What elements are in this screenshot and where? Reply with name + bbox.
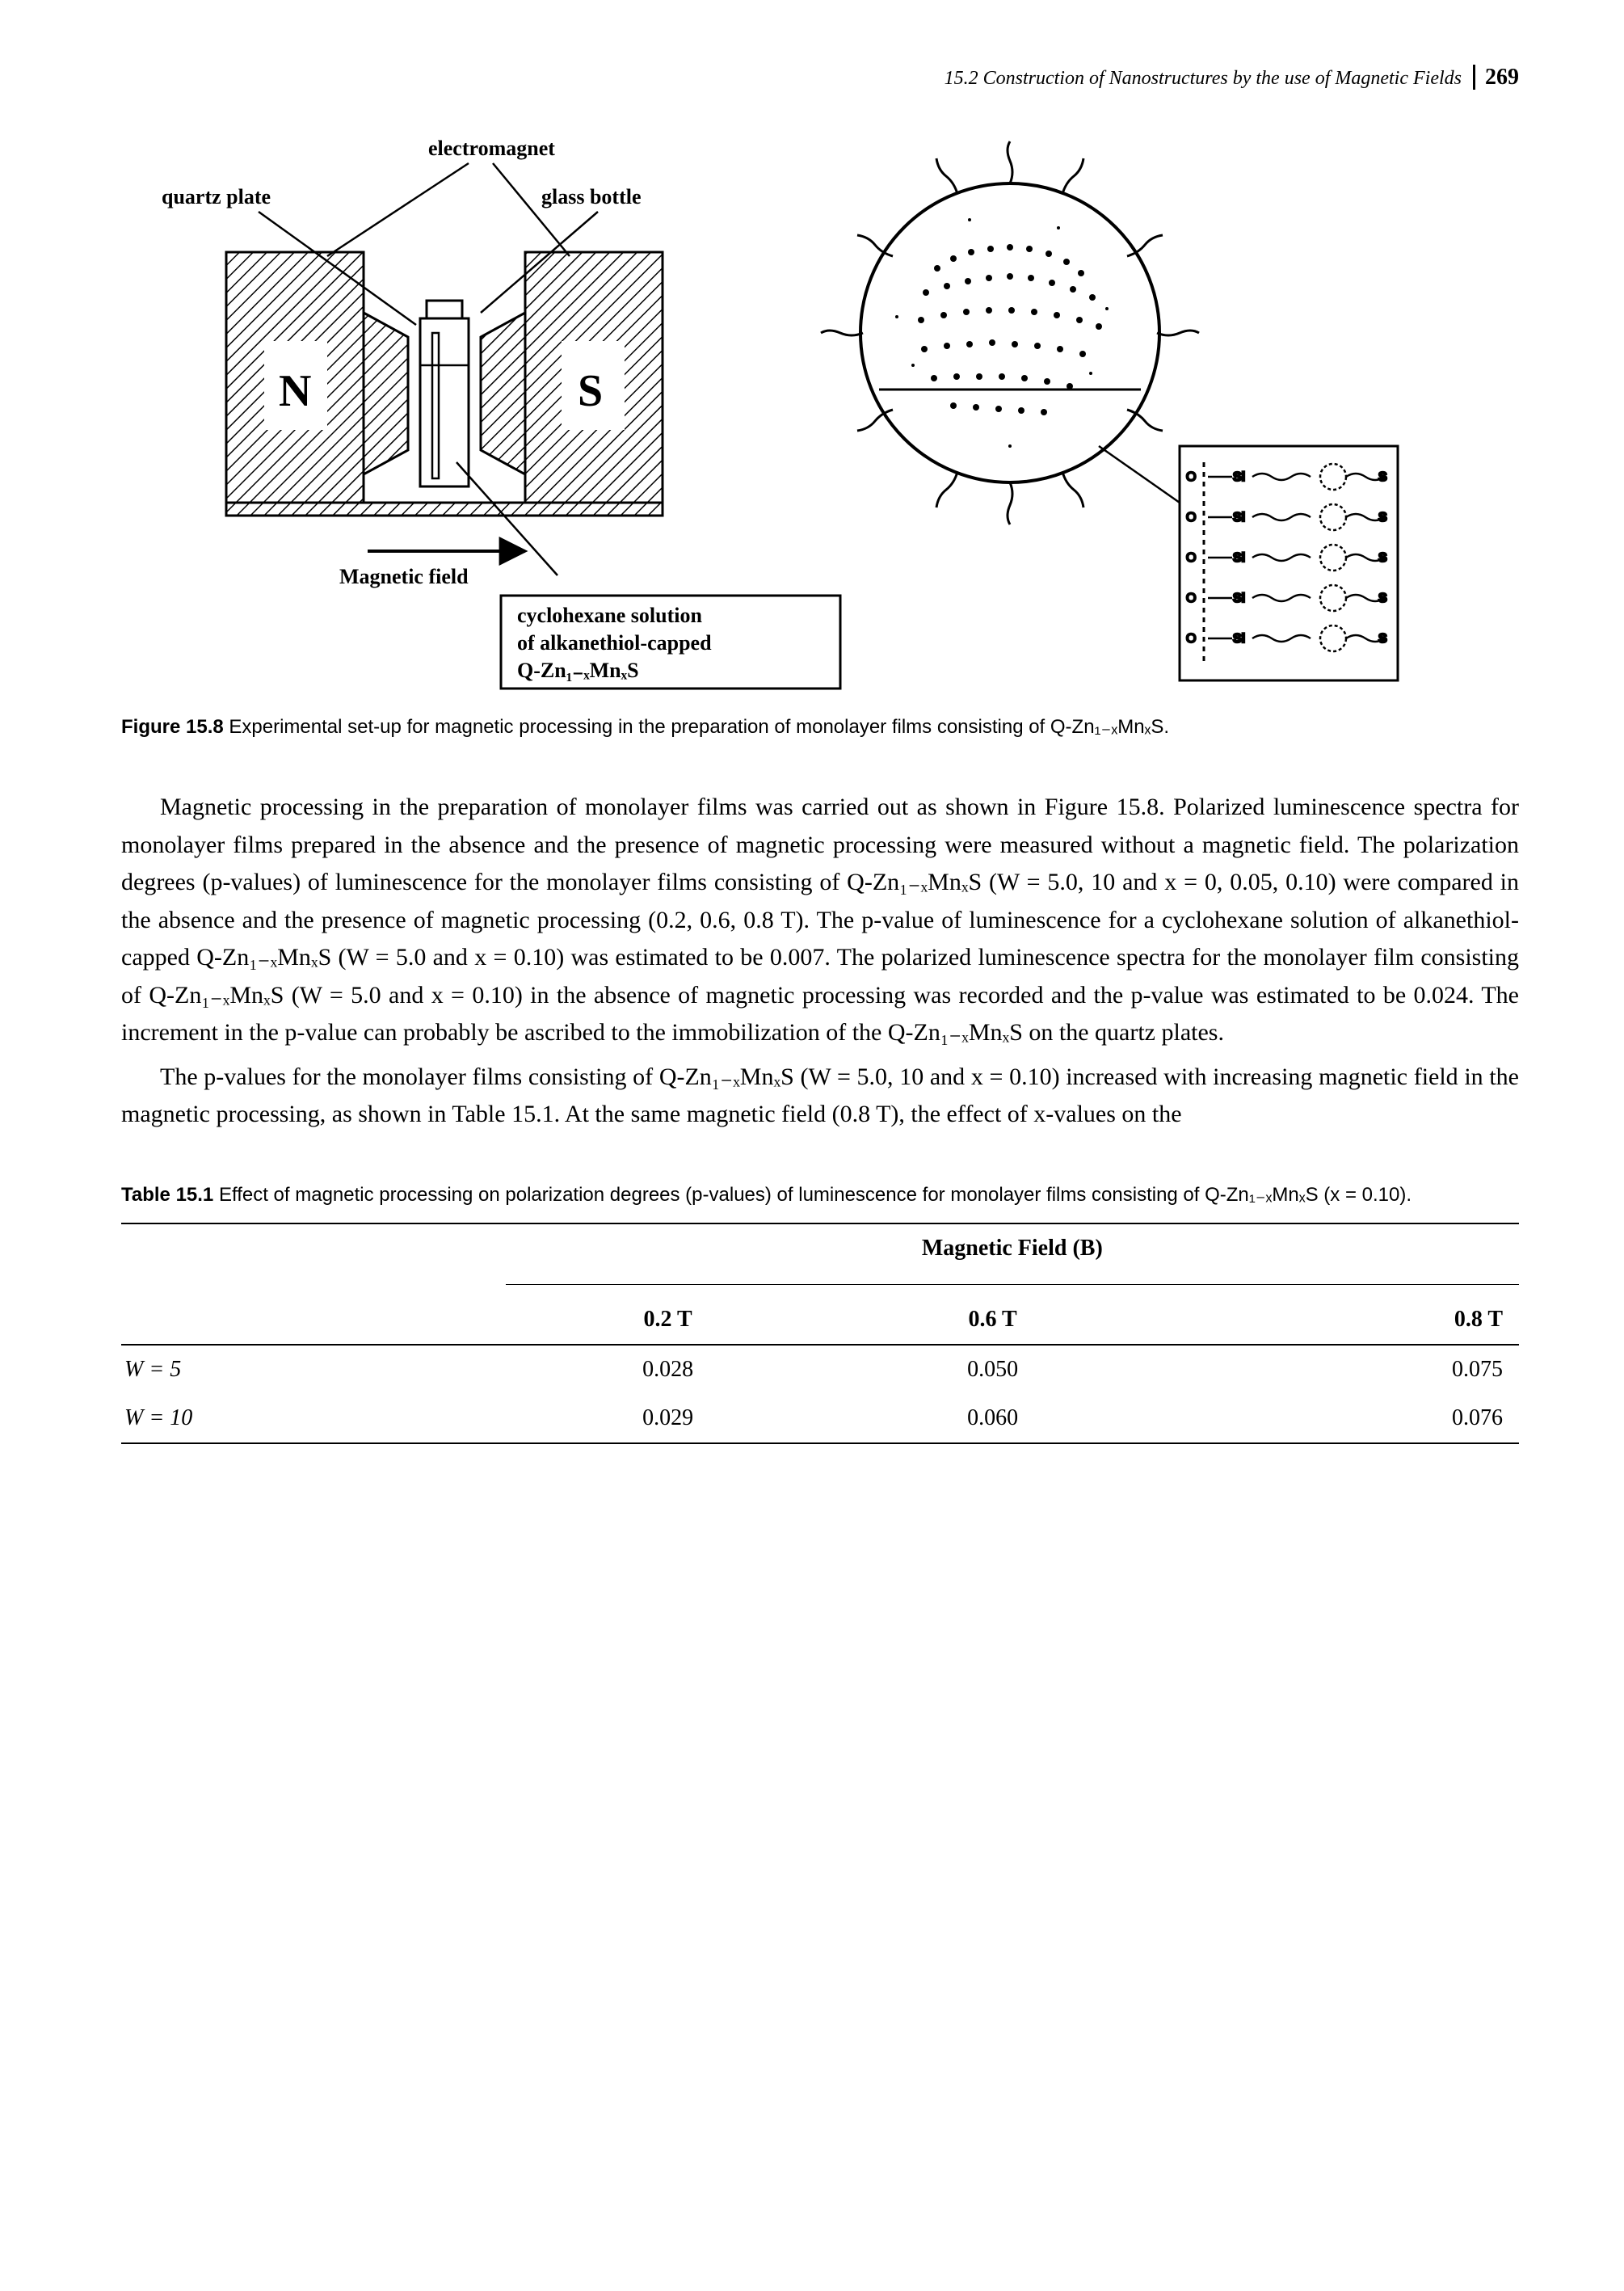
figure-caption-label: Figure 15.8 — [121, 716, 224, 738]
label-pole-n: N — [279, 366, 311, 416]
monolayer-schematic: O Si S O Si S O — [821, 141, 1398, 680]
section-title: 15.2 Construction of Nanostructures by t… — [945, 68, 1462, 89]
svg-text:S: S — [1378, 551, 1387, 565]
svg-text:O: O — [1186, 470, 1196, 484]
solution-line-3: Q-Zn₁₋ₓMnₓS — [517, 659, 639, 682]
table-caption: Table 15.1 Effect of magnetic processing… — [121, 1182, 1519, 1208]
svg-text:S: S — [1378, 592, 1387, 605]
svg-text:S: S — [1378, 470, 1387, 484]
row-1-head: W = 5 — [121, 1345, 506, 1394]
solution-box: cyclohexane solution of alkanethiol-capp… — [501, 596, 840, 689]
row-1-c1: 0.028 — [506, 1345, 831, 1394]
svg-text:S: S — [1378, 511, 1387, 524]
figure-caption-text: Experimental set-up for magnetic process… — [229, 716, 1169, 738]
row-2-c3: 0.076 — [1155, 1394, 1519, 1443]
body-text: Magnetic processing in the preparation o… — [121, 789, 1519, 1134]
paragraph-1: Magnetic processing in the preparation o… — [121, 789, 1519, 1052]
label-electromagnet: electromagnet — [428, 137, 555, 160]
col-header-1: 0.2 T — [506, 1295, 831, 1345]
svg-text:Si: Si — [1233, 592, 1245, 605]
svg-text:Si: Si — [1233, 632, 1245, 646]
label-quartz-plate: quartz plate — [162, 185, 271, 208]
electromagnet-diagram: electromagnet quartz plate glass bottle … — [162, 137, 840, 689]
row-2-c2: 0.060 — [831, 1394, 1155, 1443]
svg-text:O: O — [1186, 592, 1196, 605]
svg-text:O: O — [1186, 632, 1196, 646]
figure-15-8: electromagnet quartz plate glass bottle … — [121, 123, 1519, 740]
running-head: 15.2 Construction of Nanostructures by t… — [121, 65, 1519, 91]
row-2-head: W = 10 — [121, 1394, 506, 1443]
page-number: 269 — [1473, 65, 1519, 90]
quartz-plate-icon — [432, 333, 439, 478]
col-header-3: 0.8 T — [1155, 1295, 1519, 1345]
label-glass-bottle: glass bottle — [541, 185, 642, 208]
glass-bottle-icon — [420, 301, 469, 486]
figure-svg: electromagnet quartz plate glass bottle … — [121, 123, 1414, 705]
svg-text:Si: Si — [1233, 551, 1245, 565]
svg-text:Si: Si — [1233, 511, 1245, 524]
label-pole-s: S — [578, 366, 603, 416]
row-1-c3: 0.075 — [1155, 1345, 1519, 1394]
figure-caption: Figure 15.8 Experimental set-up for magn… — [121, 714, 1519, 740]
table-caption-label: Table 15.1 — [121, 1184, 213, 1206]
table-caption-text: Effect of magnetic processing on polariz… — [219, 1184, 1412, 1206]
paragraph-2: The p-values for the monolayer films con… — [121, 1059, 1519, 1134]
table-15-1: Magnetic Field (B) 0.2 T 0.6 T 0.8 T W =… — [121, 1223, 1519, 1444]
col-header-2: 0.6 T — [831, 1295, 1155, 1345]
svg-text:Si: Si — [1233, 470, 1245, 484]
svg-text:O: O — [1186, 511, 1196, 524]
label-magnetic-field: Magnetic field — [339, 565, 469, 588]
table-group-header: Magnetic Field (B) — [506, 1223, 1519, 1273]
solution-line-2: of alkanethiol-capped — [517, 631, 712, 655]
svg-text:S: S — [1378, 632, 1387, 646]
row-1-c2: 0.050 — [831, 1345, 1155, 1394]
solution-line-1: cyclohexane solution — [517, 604, 702, 627]
monolayer-inset: O Si S O Si S O — [1180, 446, 1398, 680]
row-2-c1: 0.029 — [506, 1394, 831, 1443]
svg-text:O: O — [1186, 551, 1196, 565]
